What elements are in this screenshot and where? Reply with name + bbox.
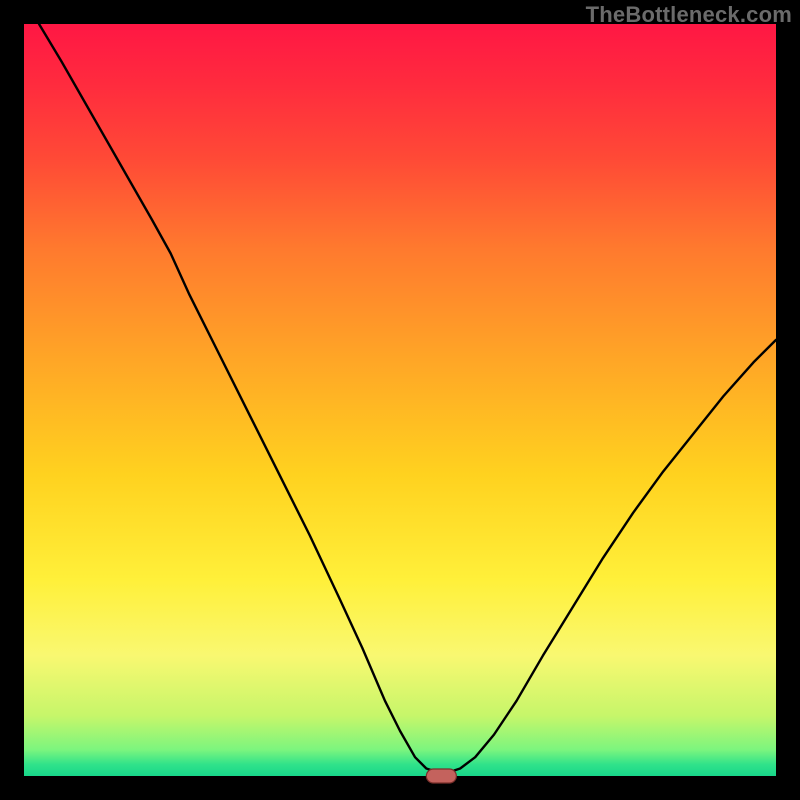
bottleneck-chart <box>0 0 800 800</box>
watermark-text: TheBottleneck.com <box>586 2 792 28</box>
optimal-marker <box>426 769 456 783</box>
plot-background <box>24 24 776 776</box>
chart-stage: TheBottleneck.com <box>0 0 800 800</box>
